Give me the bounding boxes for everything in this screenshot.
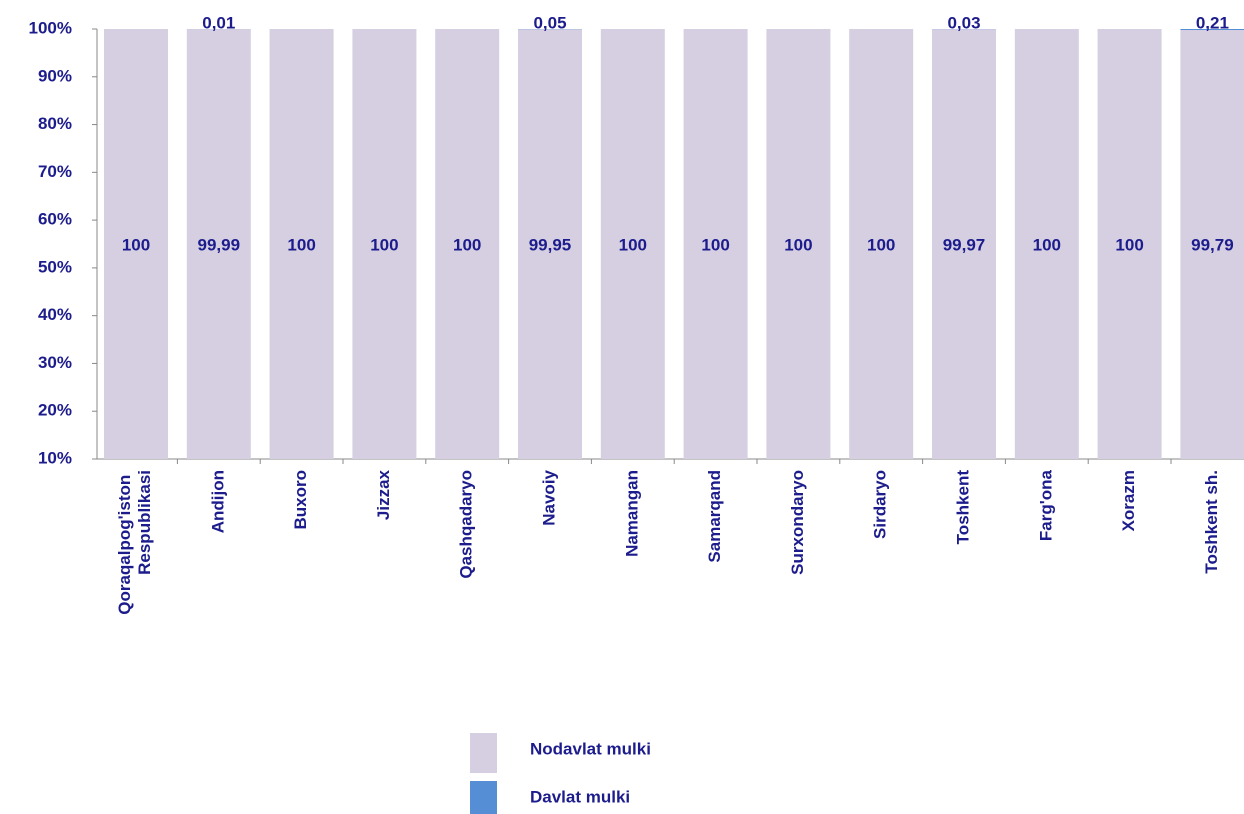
value-label: 0,01 [202,13,235,32]
value-label: 100 [122,235,150,254]
bar-segment [600,29,665,459]
x-tick-label: Toshkent sh. [1202,470,1221,574]
legend-label: Nodavlat mulki [530,739,651,758]
bar-segment [1180,30,1244,460]
x-tick-label: Buxoro [291,470,310,530]
x-tick-label: Samarqand [705,470,724,563]
value-label: 100 [701,235,729,254]
x-tick-label: Andijon [208,470,227,533]
legend-label: Davlat mulki [530,787,630,806]
x-tick-label: Sirdaryo [871,470,890,539]
value-label: 99,97 [943,235,986,254]
bar-segment [435,29,500,459]
value-label: 0,03 [947,13,980,32]
x-tick-label: Jizzax [374,469,393,520]
value-label: 0,05 [533,13,566,32]
bar-segment [766,29,831,459]
bar-segment [269,29,334,459]
y-tick-label: 60% [38,210,72,229]
y-tick-label: 70% [38,162,72,181]
y-tick-label: 20% [38,401,72,420]
x-tick-label: Qashqadaryo [457,470,476,579]
value-label: 100 [287,235,315,254]
value-label: 100 [453,235,481,254]
bar-segment [932,29,996,459]
x-tick-label: Navoiy [539,469,558,525]
x-tick-label-line: Respublikasi [135,470,154,575]
x-tick-label: Namangan [622,470,641,557]
y-tick-label: 10% [38,448,72,467]
value-label: 0,21 [1196,13,1229,32]
bar-segment [186,29,251,459]
y-tick-label: 50% [38,257,72,276]
value-label: 99,95 [529,235,572,254]
legend-swatch [470,781,497,814]
value-label: 100 [370,235,398,254]
value-label: 100 [619,235,647,254]
bar-segment [352,29,417,459]
y-tick-label: 40% [38,305,72,324]
bar-segment [104,29,168,459]
value-label: 99,79 [1191,235,1234,254]
legend-swatch [470,733,497,773]
x-tick-label: Toshkent [953,470,972,545]
y-tick-label: 80% [38,114,72,133]
x-tick-label: Surxondaryo [788,470,807,575]
y-tick-label: 90% [38,66,72,85]
x-tick-label: Qoraqalpog'iston Respublikasi [115,470,154,615]
x-tick-label: Farg'ona [1036,469,1055,541]
x-tick-label: Xorazm [1119,470,1138,531]
y-tick-label: 100% [29,18,72,37]
value-label: 100 [784,235,812,254]
bar-segment [1014,29,1079,459]
value-label: 100 [1115,235,1143,254]
y-tick-label: 30% [38,353,72,372]
bar-segment [683,29,748,459]
bar-segment [1097,29,1162,459]
value-label: 100 [1033,235,1061,254]
bar-segment [849,29,914,459]
bar-segment [518,29,582,459]
value-label: 99,99 [198,235,241,254]
value-label: 100 [867,235,895,254]
bar-segment [1180,29,1244,31]
x-tick-label-line: Qoraqalpog'iston [115,470,134,615]
